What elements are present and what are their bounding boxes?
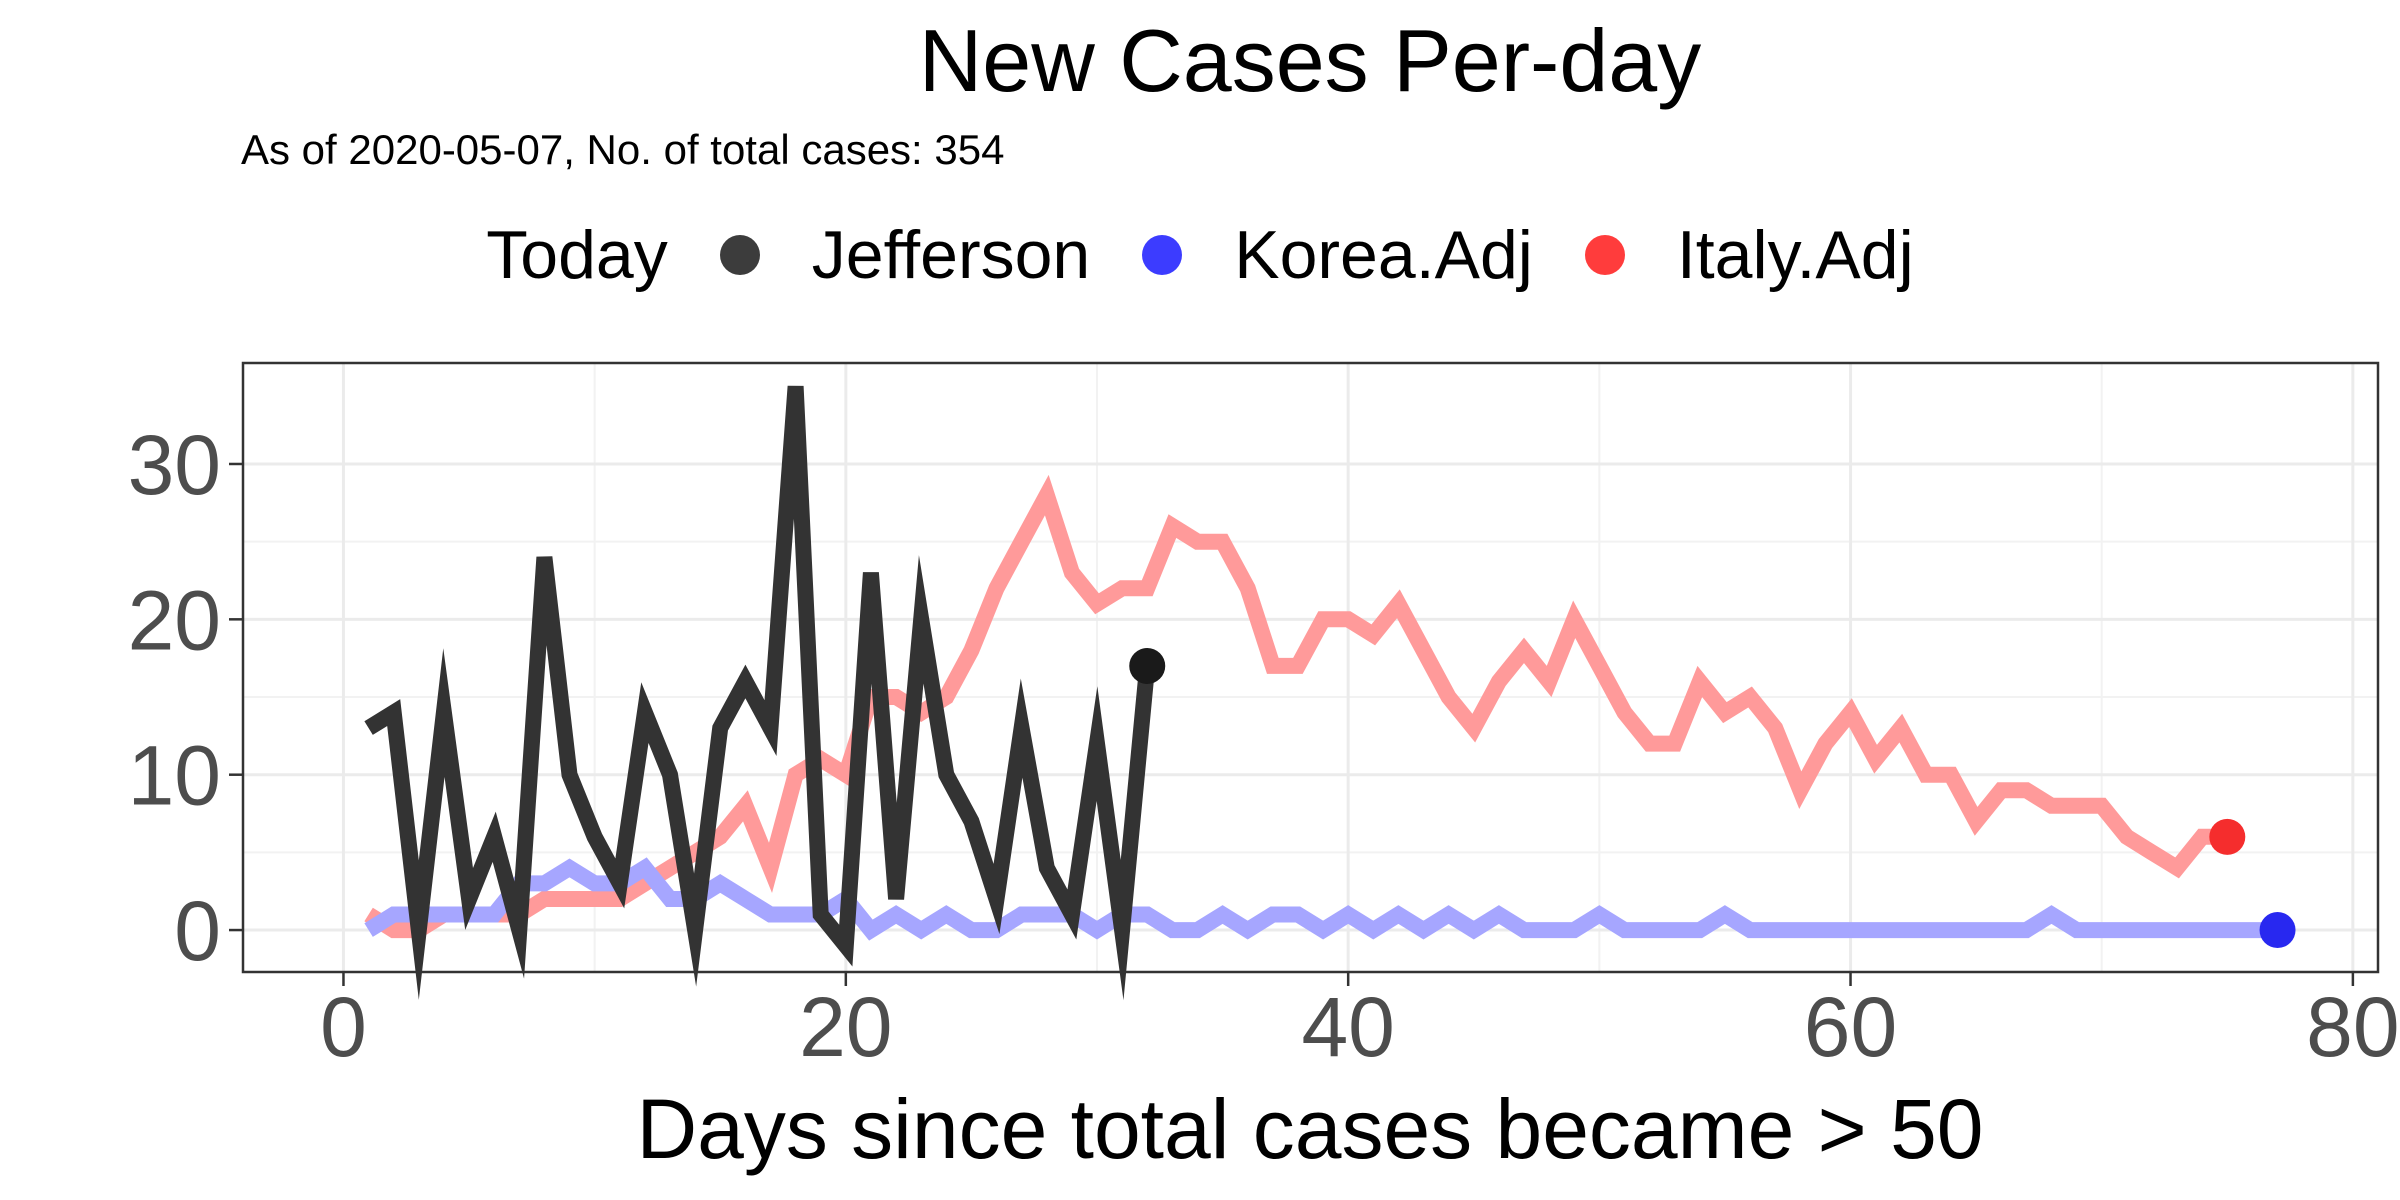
x-axis-title: Days since total cases became > 50	[636, 1082, 1983, 1176]
legend-item-jefferson: Jefferson	[719, 215, 1091, 295]
y-tick-label: 20	[128, 573, 221, 667]
series-line-korea-adj	[364, 857, 2278, 941]
x-tick-label: 20	[799, 980, 892, 1074]
legend-marker-jefferson	[719, 235, 760, 275]
legend-marker-italy	[1584, 235, 1625, 275]
legend-label-korea: Korea.Adj	[1234, 217, 1533, 293]
chart-subtitle: As of 2020-05-07, No. of total cases: 35…	[241, 126, 1005, 173]
series-endpoint-italy-adj	[2209, 818, 2246, 855]
y-tick-label: 0	[174, 884, 221, 978]
panel-border	[241, 361, 2380, 974]
legend: Today Jefferson Korea.Adj Italy.Adj	[0, 215, 2400, 295]
legend-label-jefferson: Jefferson	[811, 217, 1091, 293]
x-tick-label: 0	[320, 980, 367, 1074]
series-endpoint-korea-adj	[2259, 912, 2296, 949]
x-tick-label: 60	[1804, 980, 1897, 1074]
legend-marker-korea	[1142, 235, 1183, 275]
x-tick-label: 40	[1301, 980, 1394, 1074]
y-tick-label: 10	[128, 729, 221, 823]
series-line-jefferson	[364, 385, 1156, 1001]
axis-ticks: 0 20 40 60 80 0 10 20 30	[128, 418, 2400, 1074]
legend-item-korea: Korea.Adj	[1142, 215, 1533, 295]
x-tick-label: 80	[2306, 980, 2399, 1074]
legend-label-italy: Italy.Adj	[1676, 217, 1914, 293]
legend-item-italy: Italy.Adj	[1584, 215, 1914, 295]
series-layer	[364, 385, 2296, 1001]
y-tick-label: 30	[128, 418, 221, 512]
grid	[243, 363, 2378, 972]
legend-title: Today	[486, 217, 668, 293]
chart-title: New Cases Per-day	[918, 11, 1702, 110]
series-endpoint-jefferson	[1129, 647, 1166, 684]
